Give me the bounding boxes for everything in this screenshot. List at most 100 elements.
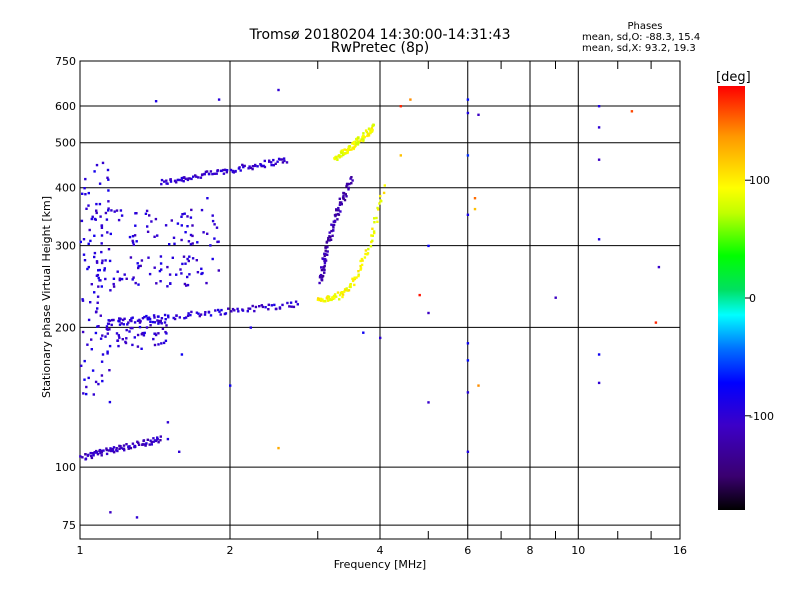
echo-point bbox=[205, 281, 208, 285]
echo-point bbox=[323, 252, 326, 255]
echo-point bbox=[105, 452, 109, 456]
echo-point bbox=[159, 255, 163, 258]
echo-point bbox=[597, 158, 601, 161]
echo-point bbox=[188, 255, 191, 258]
echo-point bbox=[127, 447, 130, 450]
echo-point bbox=[164, 224, 168, 227]
echo-point bbox=[95, 451, 99, 454]
echo-point bbox=[100, 224, 104, 227]
echo-point bbox=[164, 339, 168, 342]
echo-point bbox=[363, 136, 366, 139]
echo-point bbox=[148, 443, 151, 446]
echo-point bbox=[101, 259, 104, 262]
echo-point bbox=[108, 328, 111, 331]
echo-point bbox=[367, 134, 371, 137]
echo-point bbox=[357, 273, 360, 276]
echo-point bbox=[100, 285, 103, 288]
echo-point bbox=[328, 298, 331, 302]
echo-point bbox=[100, 451, 104, 454]
echo-point bbox=[274, 162, 277, 165]
echo-point bbox=[343, 148, 346, 151]
echo-point bbox=[341, 149, 345, 152]
echo-point bbox=[83, 378, 86, 381]
echo-point bbox=[128, 319, 132, 322]
echo-point bbox=[138, 325, 142, 329]
echo-point bbox=[213, 237, 216, 240]
echo-point bbox=[217, 240, 220, 243]
echo-point bbox=[203, 313, 207, 316]
echo-point bbox=[167, 314, 170, 317]
echo-point bbox=[290, 305, 293, 308]
echo-point bbox=[138, 318, 141, 322]
echo-point bbox=[178, 316, 181, 319]
echo-point bbox=[233, 309, 236, 312]
echo-point bbox=[131, 241, 135, 244]
echo-point bbox=[351, 279, 355, 283]
echo-point bbox=[333, 297, 336, 300]
echo-point bbox=[247, 167, 250, 170]
echo-point bbox=[97, 276, 100, 280]
echo-point bbox=[263, 165, 267, 169]
echo-point bbox=[333, 157, 337, 161]
echo-point bbox=[354, 140, 357, 143]
echo-point bbox=[108, 369, 111, 372]
echo-point bbox=[192, 175, 195, 178]
echo-point bbox=[328, 231, 331, 234]
echo-point bbox=[211, 219, 215, 223]
echo-point bbox=[201, 173, 204, 176]
echo-point bbox=[191, 257, 195, 260]
echo-point bbox=[153, 343, 157, 347]
echo-point bbox=[154, 439, 157, 442]
echo-point bbox=[137, 283, 140, 286]
echo-point bbox=[197, 176, 200, 179]
echo-point bbox=[211, 214, 214, 217]
echo-point bbox=[175, 273, 178, 276]
echo-point bbox=[105, 448, 108, 452]
echo-point bbox=[207, 310, 211, 314]
echo-point bbox=[122, 447, 126, 450]
echo-point bbox=[352, 142, 356, 146]
echo-point bbox=[119, 445, 122, 448]
echo-point bbox=[294, 300, 298, 303]
echo-point bbox=[125, 443, 128, 446]
echo-point bbox=[181, 213, 184, 216]
echo-point bbox=[345, 148, 348, 152]
echo-point bbox=[129, 446, 133, 450]
echo-point bbox=[180, 272, 183, 275]
echo-point bbox=[362, 134, 365, 138]
echo-point bbox=[189, 313, 192, 317]
echo-point bbox=[157, 441, 160, 444]
echo-point bbox=[196, 271, 200, 274]
echo-point bbox=[254, 305, 258, 309]
echo-point bbox=[317, 297, 320, 300]
x-axis-label: Frequency [MHz] bbox=[333, 558, 427, 571]
echo-point bbox=[164, 330, 167, 334]
echo-point bbox=[180, 224, 183, 227]
echo-point bbox=[128, 235, 132, 239]
echo-point bbox=[375, 216, 378, 220]
echo-point bbox=[90, 454, 93, 458]
echo-point bbox=[160, 182, 163, 186]
echo-point bbox=[183, 317, 186, 320]
echo-point bbox=[183, 176, 186, 179]
echo-point bbox=[379, 194, 382, 198]
echo-point bbox=[87, 191, 90, 195]
echo-point bbox=[118, 336, 121, 339]
echo-point bbox=[107, 248, 111, 251]
echo-point bbox=[229, 384, 232, 387]
echo-point bbox=[156, 436, 159, 439]
echo-point bbox=[112, 282, 115, 286]
echo-point bbox=[289, 301, 293, 304]
echo-point bbox=[376, 206, 379, 210]
echo-point bbox=[100, 242, 103, 245]
echo-point bbox=[597, 126, 601, 129]
echo-point bbox=[362, 138, 365, 141]
echo-point bbox=[79, 455, 82, 458]
echo-point bbox=[164, 318, 167, 321]
echo-point bbox=[99, 215, 102, 218]
echo-point bbox=[327, 239, 330, 242]
echo-point bbox=[135, 516, 139, 519]
echo-point bbox=[100, 226, 104, 229]
echo-point bbox=[346, 289, 349, 292]
echo-point bbox=[128, 330, 131, 333]
